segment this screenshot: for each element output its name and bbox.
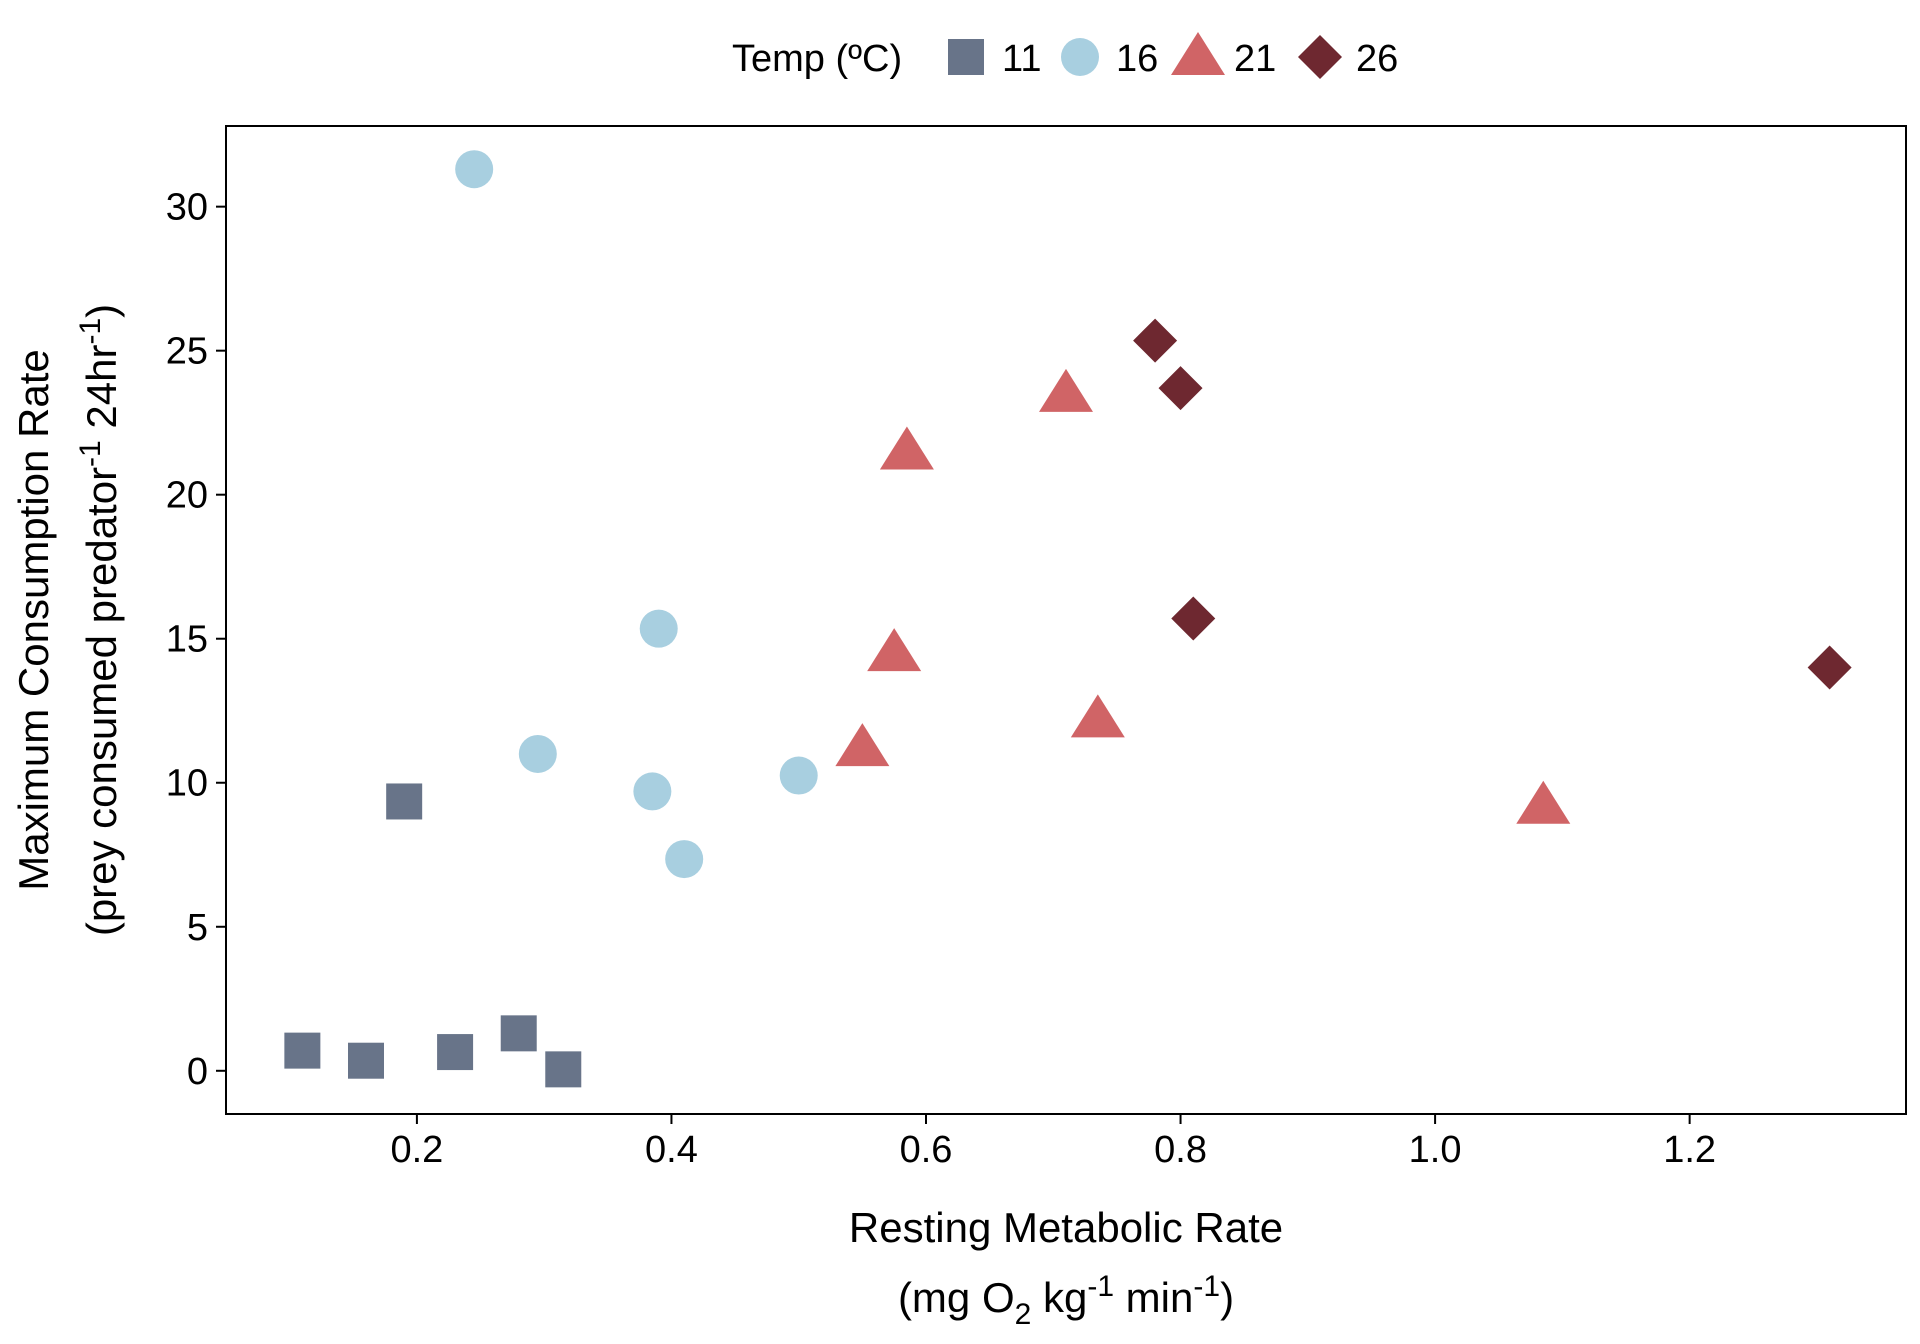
data-point-temp-26 bbox=[1171, 596, 1216, 641]
plot-panel bbox=[225, 125, 1907, 1115]
legend: Temp (ºC) 11 16 21 26 bbox=[732, 32, 1398, 80]
data-point-temp-21 bbox=[1516, 780, 1571, 824]
y-tick-label: 5 bbox=[187, 907, 208, 949]
legend-key-21 bbox=[1171, 32, 1225, 75]
data-point-temp-16 bbox=[455, 150, 494, 189]
data-point-temp-16 bbox=[633, 772, 672, 811]
data-point-temp-26 bbox=[1133, 318, 1178, 363]
y-tick-label: 15 bbox=[166, 619, 208, 661]
data-point-temp-16 bbox=[639, 609, 678, 648]
legend-key-26 bbox=[1298, 35, 1342, 79]
y-axis-title-line2: (prey consumed predator-1 24hr-1) bbox=[74, 304, 125, 936]
data-point-temp-11 bbox=[386, 783, 423, 820]
x-tick-label: 0.2 bbox=[390, 1129, 443, 1171]
y-tick-label: 0 bbox=[187, 1051, 208, 1093]
x-tick-label: 1.2 bbox=[1663, 1129, 1716, 1171]
data-point-temp-16 bbox=[779, 756, 818, 795]
data-point-temp-26 bbox=[1158, 366, 1203, 411]
data-point-temp-21 bbox=[1039, 368, 1093, 412]
x-tick-label: 0.8 bbox=[1154, 1129, 1207, 1171]
data-point-temp-26 bbox=[1807, 645, 1852, 690]
data-point-temp-16 bbox=[518, 734, 557, 773]
data-point-temp-21 bbox=[867, 628, 922, 672]
data-point-temp-11 bbox=[500, 1015, 537, 1052]
y-axis-title-line1: Maximum Consumption Rate bbox=[10, 349, 57, 891]
legend-label-26: 26 bbox=[1356, 38, 1398, 80]
y-tick-label: 20 bbox=[166, 475, 208, 517]
y-axis: 0 5 10 15 20 25 30 bbox=[166, 187, 226, 1093]
data-point-temp-21 bbox=[879, 426, 934, 470]
x-axis: 0.2 0.4 0.6 0.8 1.0 1.2 bbox=[390, 1114, 1716, 1171]
legend-label-16: 16 bbox=[1116, 38, 1158, 80]
y-tick-label: 30 bbox=[166, 187, 208, 229]
legend-key-16 bbox=[1061, 38, 1099, 76]
data-point-temp-11 bbox=[437, 1034, 474, 1071]
x-axis-title-line2: (mg O2 kg-1 min-1) bbox=[898, 1270, 1234, 1331]
legend-label-11: 11 bbox=[1002, 38, 1041, 80]
legend-title: Temp (ºC) bbox=[732, 38, 902, 80]
legend-key-11 bbox=[948, 39, 984, 75]
x-tick-label: 1.0 bbox=[1409, 1129, 1462, 1171]
data-point-temp-11 bbox=[348, 1042, 384, 1079]
data-point-temp-21 bbox=[1070, 694, 1125, 738]
legend-label-21: 21 bbox=[1234, 38, 1276, 80]
y-tick-label: 10 bbox=[166, 763, 208, 805]
data-point-temp-11 bbox=[545, 1051, 582, 1088]
data-point-temp-21 bbox=[835, 723, 890, 767]
y-tick-label: 25 bbox=[166, 331, 208, 373]
data-points bbox=[284, 150, 1852, 1088]
data-point-temp-16 bbox=[665, 840, 704, 879]
x-tick-label: 0.4 bbox=[645, 1129, 698, 1171]
x-tick-label: 0.6 bbox=[900, 1129, 953, 1171]
x-axis-title-line1: Resting Metabolic Rate bbox=[849, 1204, 1283, 1251]
data-point-temp-11 bbox=[284, 1032, 321, 1069]
